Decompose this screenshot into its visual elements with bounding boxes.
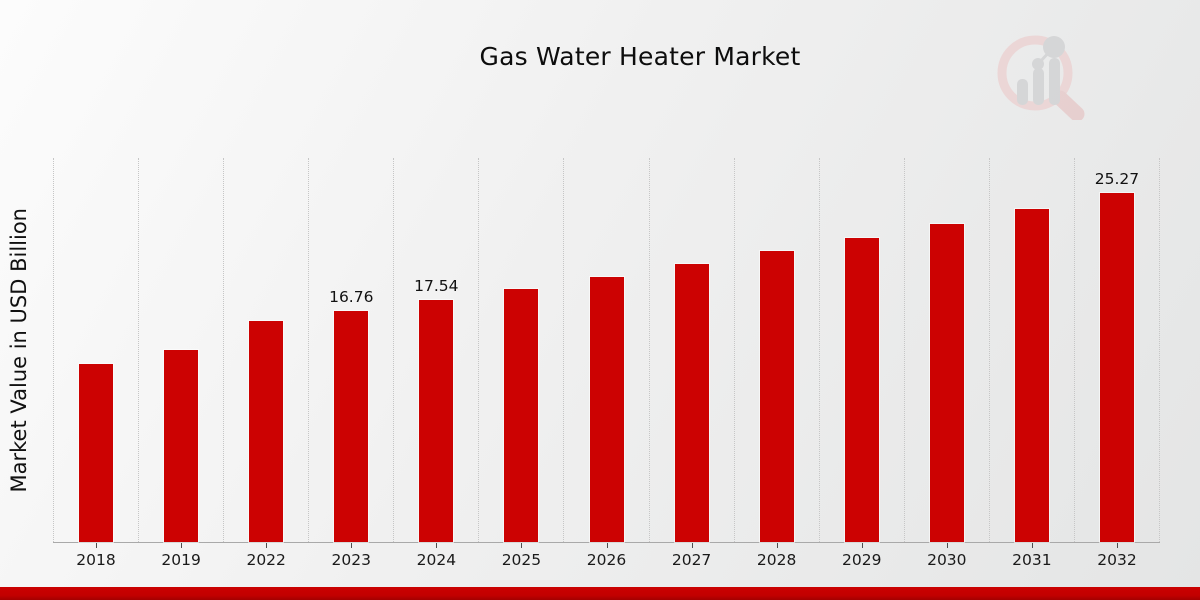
bar-column-2024: 17.54 2024 [393, 158, 478, 569]
x-axis-tick [351, 543, 353, 548]
bar-2023 [333, 310, 370, 543]
bar-column-2031: 2031 [988, 158, 1074, 569]
magnifier-bar-chart-logo-icon [997, 35, 1085, 120]
bar-2027 [673, 263, 710, 543]
chart-title: Gas Water Heater Market [479, 42, 801, 71]
x-axis-tick [1116, 543, 1118, 548]
x-axis-label: 2030 [927, 551, 967, 569]
x-axis-label: 2027 [671, 551, 712, 569]
x-axis-label: 2026 [586, 551, 627, 569]
x-axis-label: 2025 [501, 551, 542, 569]
x-axis-tick [266, 543, 268, 548]
bar-2019 [163, 349, 200, 543]
x-axis-tick [776, 543, 778, 548]
x-axis-label: 2029 [842, 551, 882, 569]
bar-column-2018: 2018 [53, 158, 138, 569]
x-axis-label: 2031 [1012, 551, 1052, 569]
x-axis-tick [861, 543, 863, 548]
x-axis-label: 2018 [76, 551, 116, 569]
x-axis-tick [96, 543, 98, 548]
bar-column-2030: 2030 [903, 158, 989, 569]
bar-2029 [843, 237, 880, 543]
y-axis-title-wrap: Market Value in USD Billion [4, 158, 34, 543]
bar-2025 [503, 288, 540, 543]
x-axis-label: 2019 [161, 551, 201, 569]
bar-2026 [588, 276, 625, 543]
bar-2018 [78, 363, 115, 543]
x-axis-tick [946, 543, 948, 548]
bar-2032 [1098, 192, 1135, 543]
bar-column-2019: 2019 [138, 158, 223, 569]
x-axis-label: 2028 [756, 551, 797, 569]
bar-2030 [928, 223, 965, 543]
x-axis-tick [436, 543, 438, 548]
x-axis-tick [181, 543, 183, 548]
bar-value-label: 16.76 [329, 288, 374, 306]
bar-2024 [418, 299, 455, 543]
x-axis-label: 2022 [246, 551, 286, 569]
x-axis-tick [521, 543, 523, 548]
bar-value-label: 25.27 [1094, 170, 1140, 188]
bar-2028 [758, 250, 795, 543]
bar-column-2028: 2028 [733, 158, 819, 569]
x-axis-tick [691, 543, 693, 548]
bar-column-2027: 2027 [648, 158, 734, 569]
bar-value-label: 17.54 [414, 277, 459, 295]
plot-area: 2018 2019 2022 16.76 2023 17.54 2024 2025 2026 20… [53, 158, 1161, 569]
bar-2031 [1013, 208, 1050, 543]
bar-column-2032: 25.27 2032 [1073, 158, 1161, 569]
y-axis-title: Market Value in USD Billion [7, 208, 31, 493]
x-axis-label: 2023 [331, 551, 371, 569]
bar-2022 [248, 320, 285, 543]
bar-column-2023: 16.76 2023 [308, 158, 393, 569]
x-axis-tick [606, 543, 608, 548]
bar-column-2025: 2025 [478, 158, 563, 569]
x-axis-label: 2024 [416, 551, 457, 569]
footer-red-stripe [0, 587, 1200, 600]
x-axis-label: 2032 [1097, 551, 1137, 569]
bar-column-2022: 2022 [223, 158, 308, 569]
x-axis-tick [1031, 543, 1033, 548]
bar-column-2029: 2029 [818, 158, 904, 569]
bar-column-2026: 2026 [563, 158, 648, 569]
